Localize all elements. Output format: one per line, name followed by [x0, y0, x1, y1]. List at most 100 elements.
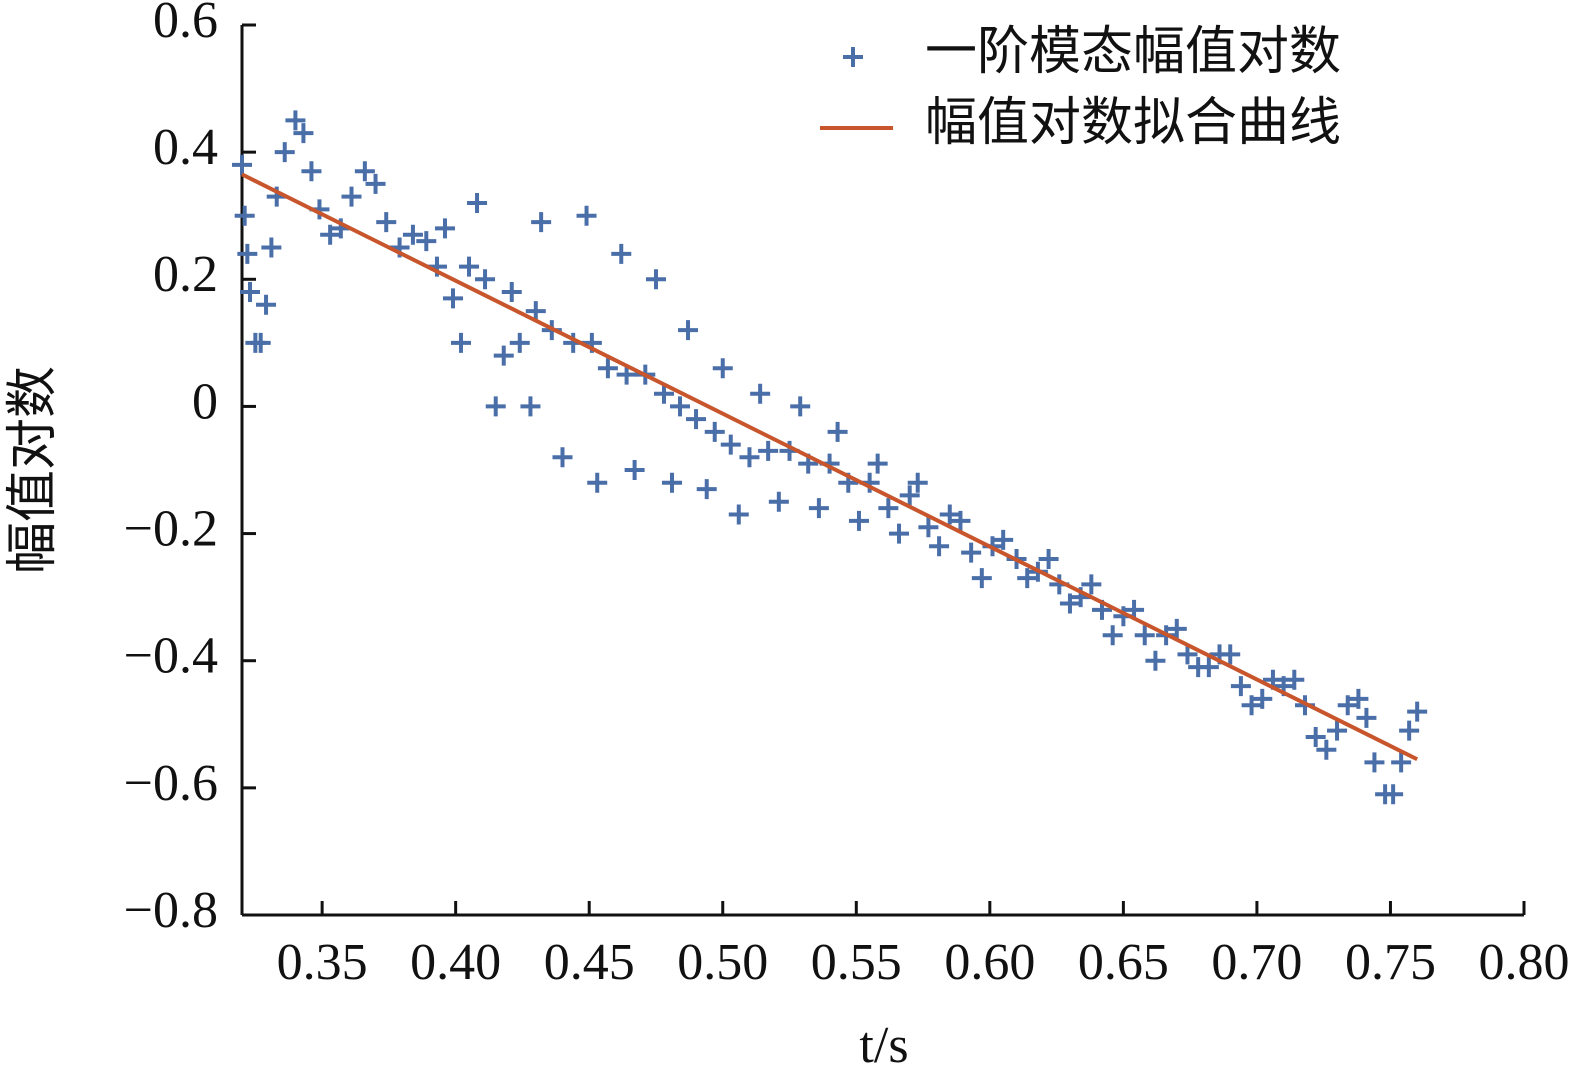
- scatter-point: [285, 110, 306, 131]
- scatter-point: [768, 491, 789, 512]
- scatter-point: [918, 517, 939, 538]
- scatter-point: [1230, 676, 1251, 697]
- scatter-point: [670, 396, 691, 417]
- scatter-point: [1327, 720, 1348, 741]
- scatter-point: [961, 542, 982, 563]
- scatter-point: [1356, 707, 1377, 728]
- scatter-point: [531, 212, 552, 233]
- scatter-point: [434, 218, 455, 239]
- scatter-point: [467, 193, 488, 213]
- scatter-point: [256, 294, 277, 315]
- x-tick-label: 0.35: [277, 934, 368, 991]
- scatter-point: [1059, 593, 1080, 614]
- legend-label: 一阶模态幅值对数: [925, 24, 1341, 81]
- x-tick-label: 0.45: [544, 934, 635, 991]
- scatter-point: [485, 396, 506, 417]
- scatter-point: [1305, 727, 1326, 747]
- scatter-point: [250, 332, 271, 353]
- scatter-point: [402, 224, 423, 245]
- x-tick-label: 0.80: [1479, 934, 1570, 991]
- scatter-point: [728, 504, 749, 525]
- scatter-point: [645, 269, 666, 290]
- scatter-point: [1316, 739, 1337, 760]
- scatter-point: [493, 345, 514, 366]
- legend-label: 幅值对数拟合曲线: [925, 95, 1341, 152]
- y-tick-label: −0.8: [124, 882, 218, 939]
- scatter-point: [611, 243, 632, 264]
- x-tick-label: 0.60: [944, 934, 1035, 991]
- y-axis-label: 幅值对数: [5, 366, 62, 574]
- fit-line: [241, 172, 1419, 762]
- scatter-point: [750, 383, 771, 404]
- scatter-point: [686, 409, 707, 430]
- scatter-point: [1166, 618, 1187, 639]
- scatter-point: [341, 186, 362, 207]
- scatter-point: [704, 421, 725, 442]
- scatter-point: [1145, 650, 1166, 671]
- scatter-point: [712, 358, 733, 379]
- scatter-point: [520, 396, 541, 417]
- scatter-point: [739, 447, 760, 468]
- x-axis-label: t/s: [859, 1017, 908, 1074]
- scatter-point: [442, 288, 463, 309]
- scatter-point: [662, 472, 683, 493]
- scatter-point: [1348, 688, 1369, 709]
- scatter-point: [971, 568, 992, 589]
- scatter-point: [237, 243, 258, 264]
- scatter-point: [939, 504, 960, 525]
- scatter-point: [1407, 701, 1428, 722]
- scatter-point: [993, 529, 1014, 550]
- scatter-point: [459, 256, 480, 277]
- scatter-point: [234, 205, 255, 226]
- scatter-point: [720, 434, 741, 455]
- scatter-point: [1081, 574, 1102, 595]
- scatter-point: [678, 320, 699, 341]
- scatter-point: [950, 510, 971, 531]
- y-tick-label: −0.2: [124, 501, 218, 558]
- x-tick-label: 0.65: [1078, 934, 1169, 991]
- scatter-point: [1198, 657, 1219, 678]
- scatter-point: [1391, 752, 1412, 773]
- scatter-point: [808, 498, 829, 519]
- scatter-point: [274, 142, 295, 163]
- y-tick-label: 0.2: [153, 246, 218, 303]
- scatter-point: [1337, 695, 1358, 716]
- scatter-point: [1102, 625, 1123, 646]
- y-tick-label: −0.4: [124, 628, 218, 685]
- scatter-point: [1220, 644, 1241, 665]
- legend-marker: [843, 47, 863, 67]
- scatter-point: [696, 479, 717, 500]
- x-tick-label: 0.40: [410, 934, 501, 991]
- scatter-point: [624, 460, 645, 480]
- scatter-point: [1383, 784, 1404, 805]
- y-tick-label: 0: [192, 373, 218, 430]
- scatter-point: [1017, 568, 1038, 589]
- scatter-point: [848, 510, 869, 531]
- scatter-point: [525, 301, 546, 322]
- scatter-point: [320, 224, 341, 245]
- scatter-point: [552, 447, 573, 468]
- scatter-point: [867, 453, 888, 474]
- scatter-point: [1177, 644, 1198, 665]
- scatter-point: [587, 472, 608, 493]
- scatter-point: [790, 396, 811, 417]
- scatter-point: [899, 485, 920, 506]
- y-tick-label: −0.6: [124, 755, 218, 812]
- scatter-point: [878, 498, 899, 519]
- scatter-point: [1134, 625, 1155, 646]
- scatter-point: [929, 536, 950, 557]
- scatter-point: [827, 421, 848, 442]
- scatter-point: [451, 332, 472, 353]
- scatter-point: [232, 154, 252, 175]
- x-tick-label: 0.75: [1345, 934, 1436, 991]
- x-tick-label: 0.55: [811, 934, 902, 991]
- scatter-point: [576, 205, 597, 226]
- scatter-point: [301, 161, 322, 182]
- scatter-point: [240, 282, 261, 302]
- scatter-point: [1241, 695, 1262, 716]
- scatter-point: [261, 237, 282, 258]
- scatter-point: [354, 161, 375, 182]
- x-tick-label: 0.50: [677, 934, 768, 991]
- y-tick-label: 0.4: [153, 119, 218, 176]
